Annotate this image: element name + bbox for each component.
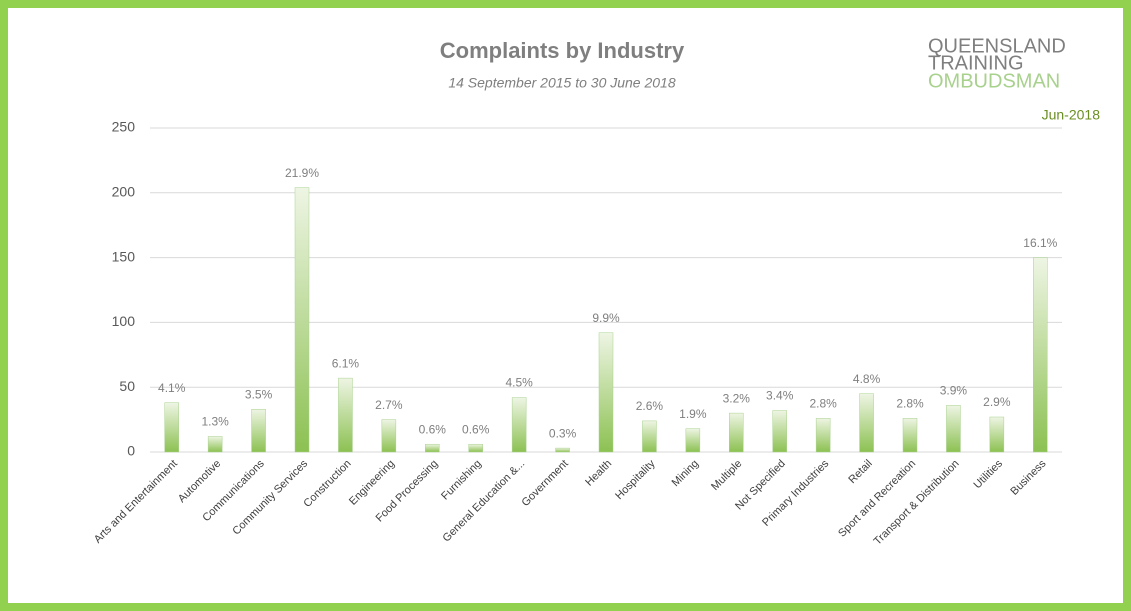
bar bbox=[207, 436, 223, 453]
data-label: 3.4% bbox=[766, 389, 794, 403]
data-label: 0.6% bbox=[462, 422, 490, 436]
bar bbox=[729, 412, 744, 453]
bar bbox=[251, 408, 266, 453]
data-label: 1.3% bbox=[201, 415, 229, 429]
logo-line: TRAINING bbox=[928, 52, 1024, 74]
bar bbox=[468, 443, 483, 453]
bar bbox=[338, 377, 353, 453]
data-label: 2.8% bbox=[896, 396, 924, 410]
data-label: 0.3% bbox=[549, 426, 577, 440]
bar bbox=[902, 418, 918, 453]
bar bbox=[598, 332, 614, 453]
bar bbox=[989, 416, 1005, 453]
logo-line: QUEENSLAND bbox=[928, 35, 1066, 57]
data-label: 2.7% bbox=[375, 398, 403, 412]
y-tick-label: 200 bbox=[112, 184, 136, 200]
data-label: 3.5% bbox=[245, 387, 273, 401]
data-label: 4.8% bbox=[853, 372, 881, 386]
data-label: 0.6% bbox=[419, 422, 447, 436]
bar bbox=[555, 447, 570, 453]
chart-subtitle: 14 September 2015 to 30 June 2018 bbox=[448, 75, 676, 91]
y-tick-label: 150 bbox=[112, 248, 136, 264]
date: Jun-2018 bbox=[1042, 107, 1101, 123]
data-label: 21.9% bbox=[285, 166, 319, 180]
data-label: 3.2% bbox=[723, 391, 751, 405]
data-label: 4.1% bbox=[158, 381, 186, 395]
data-label: 4.5% bbox=[505, 376, 533, 390]
bar bbox=[164, 402, 179, 453]
y-tick-label: 0 bbox=[127, 443, 135, 459]
y-tick-label: 100 bbox=[112, 313, 136, 329]
bar bbox=[772, 410, 787, 453]
bar bbox=[511, 397, 527, 453]
y-tick-label: 50 bbox=[119, 378, 135, 394]
logo-line: OMBUDSMAN bbox=[928, 70, 1060, 92]
data-label: 3.9% bbox=[940, 384, 968, 398]
bar bbox=[425, 443, 440, 453]
bar bbox=[381, 419, 397, 453]
chart-title: Complaints by Industry bbox=[440, 38, 685, 63]
bar bbox=[946, 405, 961, 453]
y-tick-label: 250 bbox=[112, 119, 136, 135]
data-label: 9.9% bbox=[592, 311, 620, 325]
bar bbox=[859, 393, 874, 453]
data-label: 2.8% bbox=[809, 396, 837, 410]
bar bbox=[685, 428, 701, 453]
bar bbox=[815, 418, 831, 453]
data-label: 2.6% bbox=[636, 399, 664, 413]
bar bbox=[294, 187, 310, 453]
bar bbox=[642, 420, 657, 453]
data-label: 2.9% bbox=[983, 395, 1011, 409]
bar bbox=[1033, 257, 1048, 453]
data-label: 16.1% bbox=[1023, 236, 1057, 250]
data-label: 6.1% bbox=[332, 356, 360, 370]
data-label: 1.9% bbox=[679, 407, 707, 421]
